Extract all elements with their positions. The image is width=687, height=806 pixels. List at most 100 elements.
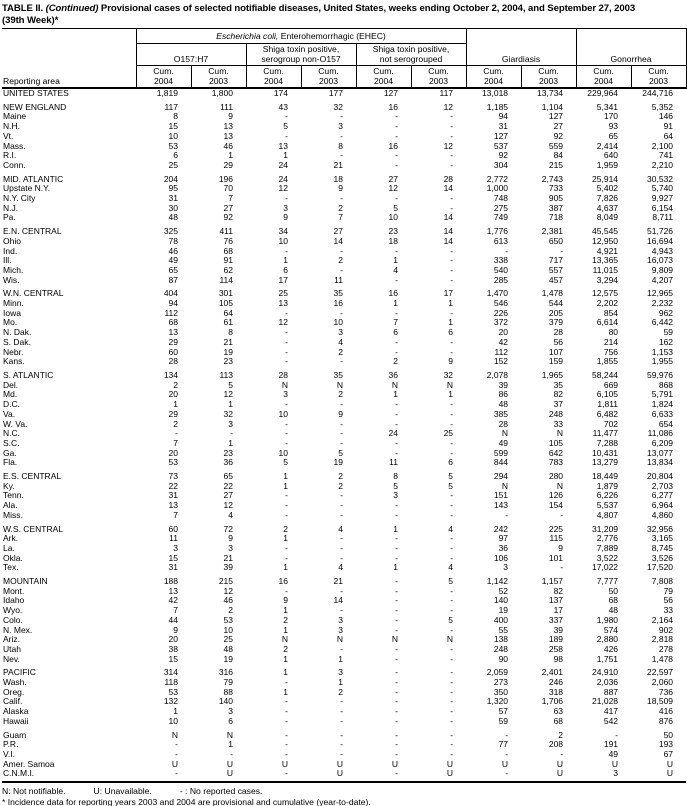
cell-col7: 59 [498, 715, 509, 726]
cell-col9: 58,244 [592, 369, 619, 380]
cell-col6: - [450, 418, 454, 429]
table-row: Tex. 31 39 1 4 1 4 3 - 17,022 17,520 [2, 563, 686, 573]
table-row: Idaho 42 46 9 14 - - 140 137 68 56 [2, 596, 686, 606]
cell-col6: 14 [443, 235, 454, 246]
cell-col9: 8,049 [596, 212, 619, 223]
table-row: P.R. - 1 - - - - 77 208 191 193 [2, 740, 686, 750]
cell-col7: - [505, 509, 509, 520]
cell-col7: 3 [503, 562, 509, 573]
cell-col3: 13 [278, 298, 288, 309]
cell-col1: 118 [164, 677, 178, 688]
title-table-label: TABLE II. [2, 3, 44, 14]
cell-col9: 1,959 [596, 159, 619, 170]
cell-col7: 1,142 [486, 576, 509, 587]
cell-col4: - [340, 643, 343, 654]
footnotes: N: Not notifiable. U: Unavailable. - : No … [2, 786, 687, 806]
table-row: Wis. 87 114 17 11 - - 285 457 3,294 4,207 [2, 274, 686, 286]
cell-col8: 127 [548, 111, 564, 122]
cell-col5: 8 [393, 471, 398, 482]
cell-col6: - [450, 715, 454, 726]
cell-col4: N [336, 379, 343, 390]
cell-col5: - [395, 542, 398, 553]
footnote-legend: N: Not notifiable. U: Unavailable. - : No … [2, 786, 687, 797]
cell-col9: 2,776 [596, 533, 619, 544]
cell-col4: 4 [338, 336, 343, 347]
cell-col9: 542 [603, 715, 619, 726]
cell-col9: 191 [603, 739, 619, 750]
cell-col1: 44 [168, 614, 178, 625]
table-row: Mich. 65 62 6 - 4 - 540 557 11,015 9,809 [2, 264, 686, 276]
cell-col1: 7 [173, 509, 178, 520]
cell-col8: 2,401 [541, 667, 564, 678]
col-header-cum-2: Cum. 2003 [190, 65, 246, 89]
table-row: Fla. 53 36 5 19 11 6 844 783 13,279 13,834 [2, 458, 686, 468]
cell-col4: 19 [333, 457, 343, 468]
cell-col2: 7 [228, 193, 233, 204]
cell-col5: 10 [388, 212, 398, 223]
cell-col7: 385 [493, 408, 509, 419]
cell-col8: N [556, 480, 564, 491]
cell-col9: 1,980 [596, 614, 619, 625]
cell-col8: 33 [553, 418, 564, 429]
table-row: Nev. 15 19 1 1 - - 90 98 1,751 1,478 [2, 654, 686, 665]
cell-col1: 1 [173, 399, 178, 410]
table-row: Md. 20 12 3 2 1 1 86 82 6,105 5,791 [2, 390, 686, 400]
cell-col6: - [450, 447, 454, 458]
cell-col5: - [395, 121, 398, 132]
cell-col3: U [281, 758, 288, 769]
cell-col9: 1,879 [596, 480, 619, 491]
row-label: R.I. [3, 150, 17, 161]
col-header-cum-4: Cum. 2003 [300, 65, 356, 89]
cell-col10: 4,207 [651, 274, 674, 285]
cell-col8: 137 [548, 595, 564, 606]
cell-col6: 1 [448, 389, 454, 400]
cell-col6: 12 [443, 140, 454, 151]
cell-col8: 82 [553, 585, 564, 596]
cell-col2: 29 [223, 159, 233, 170]
cell-col10: 12,965 [647, 288, 674, 299]
cell-col1: - [175, 749, 178, 759]
row-label: Ga. [3, 447, 17, 458]
cell-col4: 2 [338, 202, 343, 213]
cell-col7: 275 [493, 202, 509, 213]
table-row: W.S. CENTRAL 60 72 2 4 1 4 242 225 31,209 32,956 [2, 521, 686, 535]
row-label: MID. ATLANTIC [3, 173, 64, 184]
cell-col3: - [285, 715, 288, 726]
cell-col5: 1 [393, 255, 398, 266]
cell-col9: 45,545 [592, 226, 619, 237]
cell-col5: - [395, 585, 398, 596]
cell-col4: N [336, 634, 343, 645]
cell-col6: - [450, 624, 454, 635]
cell-col10: 13,834 [647, 457, 674, 468]
cell-col4: 14 [333, 595, 343, 606]
cell-col3: - [285, 729, 288, 740]
row-label: Colo. [3, 614, 23, 625]
cell-col2: 9 [228, 533, 233, 544]
cell-col10: 4,943 [651, 245, 674, 256]
cell-col9: 13,365 [592, 255, 619, 266]
cell-col3: 43 [278, 101, 288, 112]
cell-col6: - [450, 706, 454, 717]
cell-col10: 3,526 [651, 552, 674, 563]
table-row: S. Dak. 29 21 - 4 - - 42 56 214 162 [2, 336, 686, 348]
cell-col3: 1 [283, 624, 288, 635]
cell-col9: 7,777 [596, 576, 619, 587]
cell-col6: - [450, 542, 454, 553]
table-row: Mass. 53 46 13 8 16 12 537 559 2,414 2,100 [2, 140, 686, 152]
cell-col6: - [450, 150, 454, 161]
cell-col1: 15 [168, 552, 178, 563]
cell-col2: 91 [223, 255, 233, 266]
cell-col2: 48 [223, 643, 233, 654]
cell-col2: 36 [223, 457, 233, 468]
reporting-area-header: Reporting area [2, 28, 136, 89]
cell-col2: 140 [218, 696, 233, 707]
cell-col2: 111 [220, 101, 233, 112]
cell-col5: - [395, 749, 398, 759]
cell-col2: 301 [218, 288, 233, 299]
cell-col9: 50 [608, 585, 619, 596]
cell-col4: 2 [338, 346, 343, 357]
cell-col8: 557 [548, 264, 564, 275]
cell-col1: 31 [168, 490, 178, 501]
cell-col2: 21 [223, 336, 233, 347]
cell-col7: N [501, 428, 509, 439]
